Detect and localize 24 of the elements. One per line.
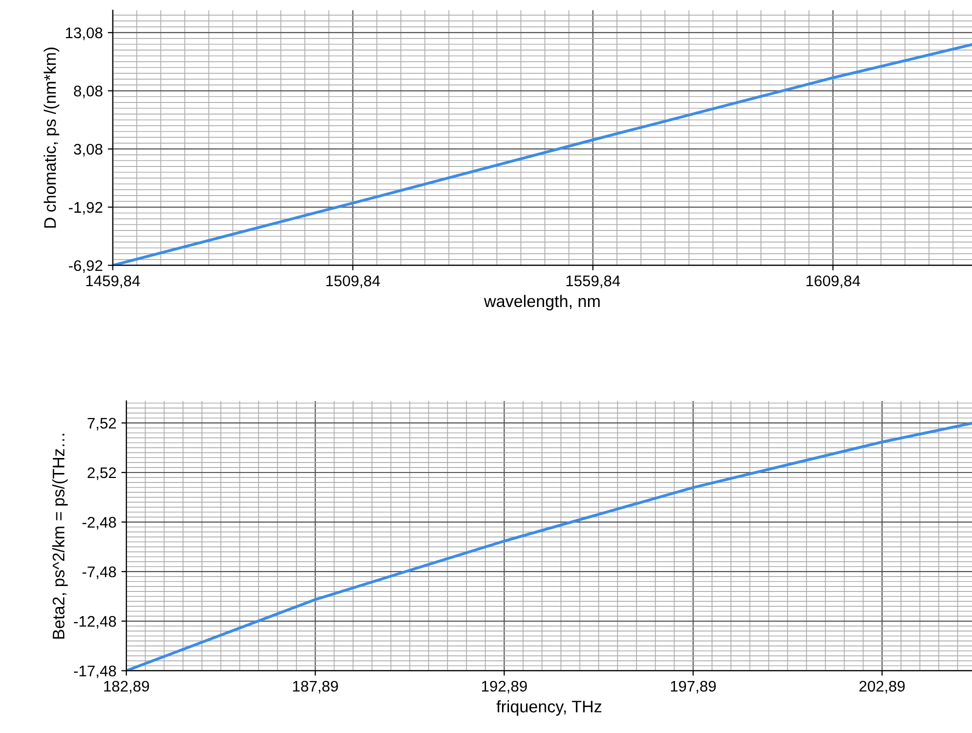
x-tick-label: 197,89 (670, 680, 716, 694)
x-tick-label: 192,89 (482, 680, 527, 694)
y-tick-label: 7,52 (88, 418, 116, 430)
y-tick-label: -2,48 (82, 516, 116, 530)
x-tick-label: 1559,84 (566, 275, 620, 288)
y-tick-label: 8,08 (74, 86, 102, 98)
x-tick-label: 182,89 (104, 680, 149, 694)
y-tick-label: 3,08 (74, 144, 102, 156)
y-tick-label: 2,52 (88, 467, 116, 480)
y-tick-label: -12,48 (74, 616, 116, 629)
y-tick-label: -1,92 (68, 202, 102, 215)
y-tick-label: -7,48 (82, 566, 116, 580)
x-axis-title: friquency, THz (496, 700, 602, 716)
x-tick-label: 1459,84 (86, 275, 140, 288)
x-tick-label: 187,89 (293, 680, 338, 694)
x-tick-label: 1509,84 (326, 275, 380, 288)
y-tick-label: -6,92 (68, 260, 102, 273)
x-axis-title: wavelength, nm (484, 294, 600, 310)
y-tick-label: 13,08 (66, 27, 102, 40)
x-tick-label: 202,89 (859, 680, 905, 694)
y-axis-title: Beta2, ps^2/km = ps/(THz… (52, 434, 68, 639)
y-tick-label: -17,48 (74, 666, 116, 678)
y-axis-title: D chomatic, ps /(nm*km) (44, 48, 60, 228)
x-tick-label: 1609,84 (806, 275, 860, 288)
